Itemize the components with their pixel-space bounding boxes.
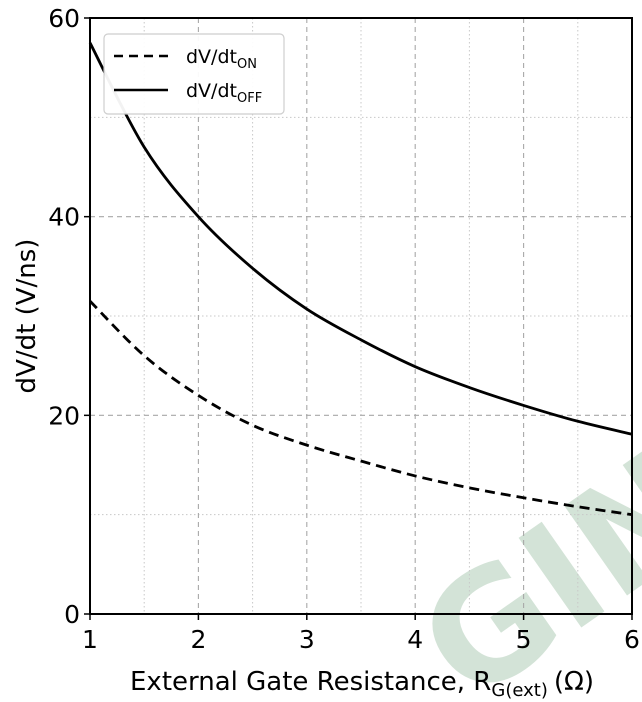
x-tick-label: 2 xyxy=(190,625,206,654)
legend: dV/dtON dV/dtOFF xyxy=(103,33,285,115)
legend-label-off-main: dV/dt xyxy=(186,80,237,102)
series-line-off xyxy=(88,42,633,436)
y-tick-label: 60 xyxy=(48,4,80,33)
x-tick-label: 3 xyxy=(299,625,315,654)
y-tick-label: 0 xyxy=(64,600,80,629)
x-tick-label: 5 xyxy=(516,625,532,654)
x-tick-label: 6 xyxy=(624,625,640,654)
x-tick-label: 4 xyxy=(407,625,423,654)
x-axis-title-main: External Gate Resistance, R xyxy=(130,667,491,697)
y-axis-title: dV/dt (V/ns) xyxy=(12,239,42,394)
series-layer xyxy=(88,42,633,517)
legend-label-on-sub: ON xyxy=(237,57,257,72)
legend-box xyxy=(103,33,285,115)
y-tick-label: 20 xyxy=(48,401,80,430)
series-line-on xyxy=(89,300,633,517)
plot-frame xyxy=(89,17,633,615)
legend-label-on: dV/dtON xyxy=(186,46,257,72)
x-tick-label: 1 xyxy=(82,625,98,654)
legend-label-on-main: dV/dt xyxy=(186,46,237,68)
x-axis-title: External Gate Resistance, RG(ext) (Ω) xyxy=(130,667,594,701)
legend-label-off: dV/dtOFF xyxy=(186,80,262,106)
major-gridlines xyxy=(90,18,632,614)
x-axis-title-unit: (Ω) xyxy=(554,667,594,697)
x-axis-title-sub: G(ext) xyxy=(491,680,547,701)
minor-gridlines xyxy=(90,18,632,614)
legend-label-off-sub: OFF xyxy=(237,91,262,106)
y-tick-label: 40 xyxy=(48,203,80,232)
